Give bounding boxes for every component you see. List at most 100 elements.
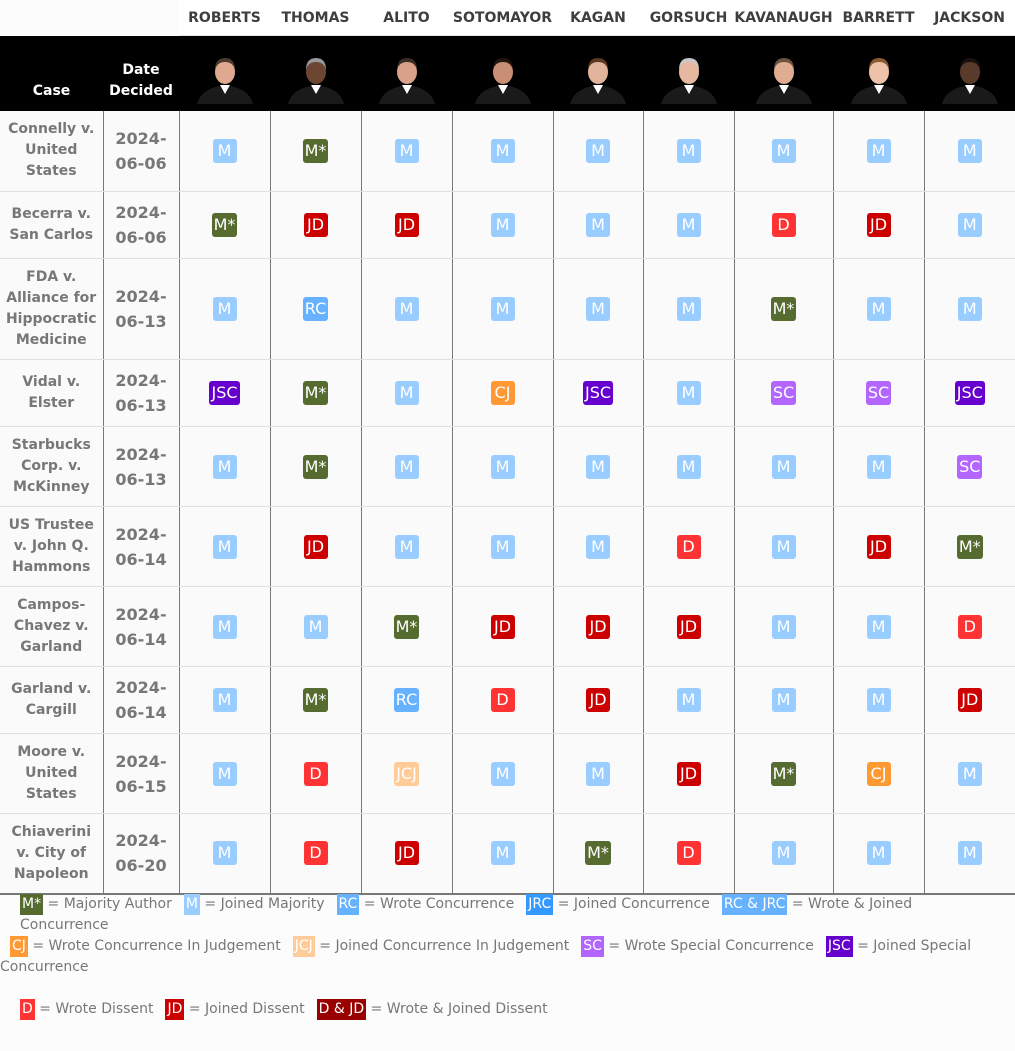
justice-portrait-icon — [378, 57, 435, 104]
vote-cell: M — [451, 258, 553, 360]
legend-item: JD = Joined Dissent — [165, 999, 305, 1020]
table-row: Garland v. Cargill 2024-06-14 M M* RC D JD M M M J… — [0, 666, 1015, 734]
vote-badge: JD — [303, 534, 328, 559]
vote-badge: M* — [302, 688, 329, 712]
vote-badge: D — [676, 841, 701, 866]
justice-name-header: KAGAN — [553, 0, 643, 36]
vote-badge: M* — [393, 614, 420, 639]
vote-badge: M — [957, 841, 982, 866]
legend-label: = Wrote & Joined Dissent — [370, 1001, 548, 1017]
vote-cell: M* — [269, 426, 361, 507]
legend-label: = Joined Concurrence In Judgement — [319, 938, 570, 954]
legend-label: = Wrote Special Concurrence — [608, 938, 814, 954]
vote-cell: D — [451, 666, 553, 734]
case-name: Garland v. Cargill — [0, 666, 103, 734]
vote-cell: M — [360, 426, 452, 507]
vote-badge: M — [957, 297, 982, 321]
justice-name-header: KAVANAUGH — [734, 0, 833, 36]
vote-cell: M — [733, 506, 833, 587]
date-decided: 2024-06-06 — [102, 191, 179, 259]
justice-photo — [734, 35, 833, 111]
vote-badge: JSC — [954, 381, 985, 405]
justice-portrait-icon — [755, 57, 812, 104]
vote-cell: D — [269, 733, 361, 814]
vote-cell: M* — [269, 110, 361, 192]
vote-badge: M — [676, 688, 701, 712]
vote-cell: M — [832, 666, 924, 734]
vote-badge: M — [394, 454, 419, 479]
justice-photo — [179, 35, 270, 111]
justice-portrait-icon — [287, 57, 344, 104]
vote-badge: JD — [676, 614, 701, 639]
vote-cell: M — [923, 733, 1015, 814]
justice-photo — [833, 35, 924, 111]
vote-badge: M — [771, 688, 796, 712]
case-name: FDA v. Alliance for Hippocratic Medicine — [0, 258, 103, 360]
date-decided: 2024-06-15 — [102, 733, 179, 814]
date-decided: 2024-06-06 — [102, 110, 179, 192]
vote-cell: M — [733, 813, 833, 895]
vote-cell: M — [360, 258, 452, 360]
vote-cell: M — [552, 506, 643, 587]
justice-photo — [270, 35, 361, 111]
date-column-header: Date Decided — [103, 35, 179, 111]
vote-badge: M — [771, 454, 796, 479]
table-row: Starbucks Corp. v. McKinney 2024-06-13 M M*… — [0, 426, 1015, 507]
vote-cell: JD — [360, 813, 452, 895]
vote-cell: M — [923, 813, 1015, 895]
case-column-header: Case — [0, 35, 103, 111]
table-row: Moore v. United States 2024-06-15 M D JCJ M M J… — [0, 733, 1015, 814]
justice-portrait-icon — [660, 57, 717, 104]
vote-badge: D — [771, 213, 796, 237]
legend-item: M* = Majority Author — [20, 894, 172, 915]
vote-badge: RC — [302, 297, 329, 321]
vote-cell: M — [178, 506, 270, 587]
vote-badge: M — [490, 761, 515, 786]
legend-item: M = Joined Majority — [183, 894, 325, 915]
vote-badge: M — [212, 138, 237, 163]
table-row: FDA v. Alliance for Hippocratic Medicine… — [0, 258, 1015, 360]
vote-badge: M — [866, 614, 891, 639]
vote-cell: M — [832, 258, 924, 360]
vote-badge: M* — [956, 534, 983, 559]
vote-badge: M — [676, 213, 701, 237]
vote-badge: M — [957, 138, 982, 163]
vote-cell: JCJ — [360, 733, 452, 814]
vote-badge: M — [212, 614, 237, 639]
vote-cell: JD — [642, 733, 734, 814]
vote-cell: JD — [832, 191, 924, 259]
justice-name-header: SOTOMAYOR — [452, 0, 553, 36]
table-row: Vidal v. Elster 2024-06-13 JSC M* M CJ JSC M SC S… — [0, 359, 1015, 427]
vote-badge: M — [771, 614, 796, 639]
legend-label: = Joined Majority — [204, 896, 325, 912]
vote-badge: M* — [585, 841, 611, 866]
table-row: Chiaverini v. City of Napoleon 2024-06-20… — [0, 813, 1015, 895]
vote-cell: M — [451, 426, 553, 507]
vote-cell: D — [923, 586, 1015, 667]
vote-cell: M — [360, 359, 452, 427]
vote-badge: M* — [302, 454, 329, 479]
case-name: Starbucks Corp. v. McKinney — [0, 426, 103, 507]
justice-name-header: JACKSON — [924, 0, 1015, 36]
vote-badge: M — [957, 761, 982, 786]
date-decided: 2024-06-13 — [102, 258, 179, 360]
vote-badge: M — [771, 534, 796, 559]
vote-cell: SC — [733, 359, 833, 427]
vote-cell: M — [642, 426, 734, 507]
vote-cell: M* — [269, 359, 361, 427]
vote-badge: M — [394, 381, 419, 405]
vote-cell: M — [733, 666, 833, 734]
vote-badge: M — [676, 138, 701, 163]
vote-badge: JSC — [209, 381, 240, 405]
legend-item: SC = Wrote Special Concurrence — [581, 936, 814, 957]
vote-cell: M — [178, 258, 270, 360]
vote-cell: JD — [269, 191, 361, 259]
legend-item: RC = Wrote Concurrence — [336, 894, 514, 915]
case-name: Becerra v. San Carlos — [0, 191, 103, 259]
vote-cell: JD — [269, 506, 361, 587]
case-name: Connelly v. United States — [0, 110, 103, 192]
vote-badge: M — [212, 761, 237, 786]
vote-badge: JD — [303, 213, 328, 237]
blank-header — [0, 0, 103, 36]
vote-cell: M — [451, 813, 553, 895]
